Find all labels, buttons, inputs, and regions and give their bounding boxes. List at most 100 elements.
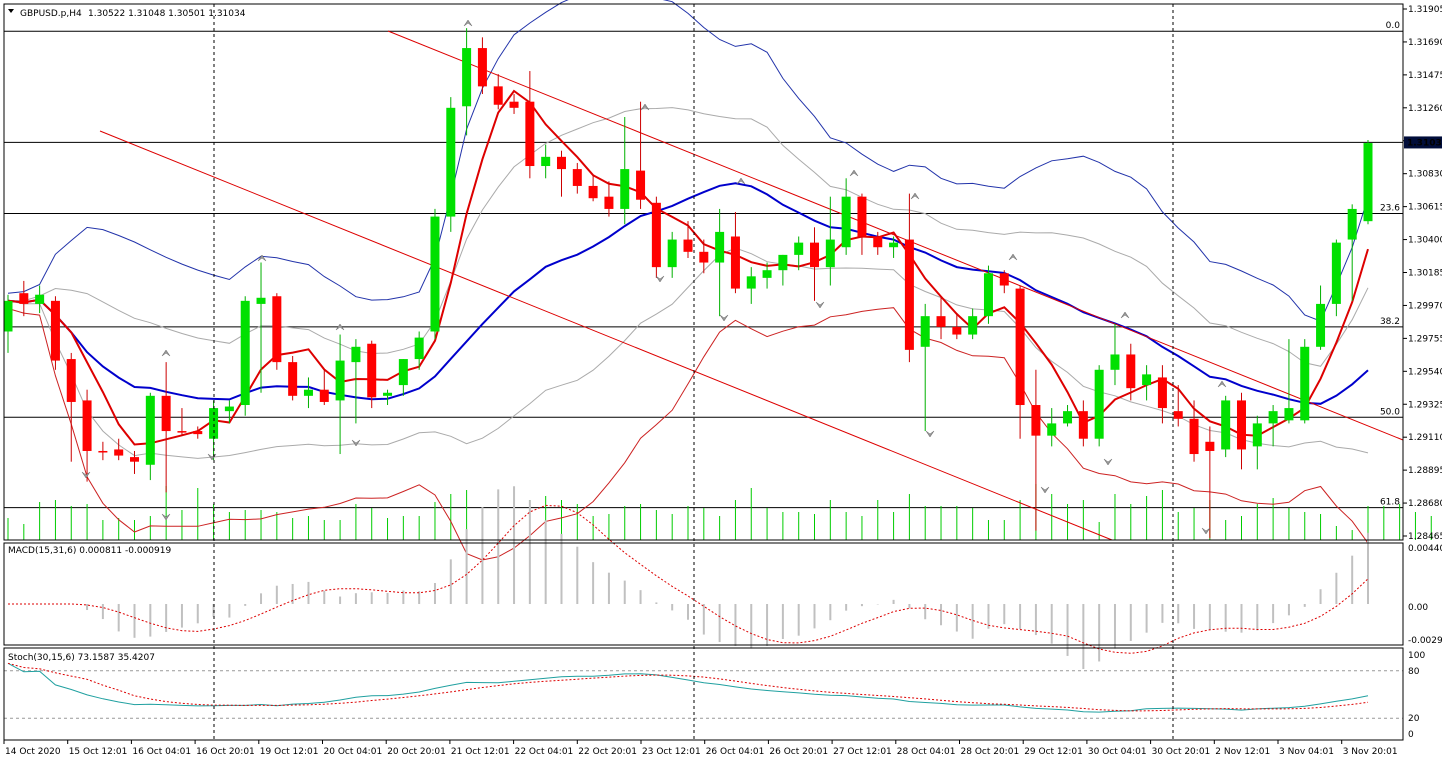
price-tick-label: 1.29970 [1408, 301, 1442, 311]
fractal-up-icon [1008, 253, 1018, 261]
candle-body [604, 196, 614, 209]
fib-level-label: 61.8 [1380, 498, 1400, 508]
time-tick-label: 29 Oct 12:01 [1024, 747, 1083, 757]
candle-body [620, 169, 630, 209]
time-tick-label: 19 Oct 12:01 [260, 747, 319, 757]
candle-body [462, 48, 472, 107]
macd-tick-label: 0.00 [1408, 603, 1428, 613]
candle-body [367, 343, 377, 398]
candle-body [952, 326, 962, 335]
time-tick-label: 28 Oct 04:01 [897, 747, 956, 757]
fractal-up-icon [736, 177, 746, 185]
time-tick-label: 26 Oct 04:01 [706, 747, 765, 757]
candle-body [1110, 354, 1120, 370]
price-pane[interactable]: 0.0 23.6 38.2 50.0 61.8 [3, 0, 1432, 561]
candle-body [145, 395, 155, 465]
candle-body [1347, 208, 1357, 240]
fib-level-label: 0.0 [1386, 21, 1401, 31]
current-price-label: 1.31034 [1407, 138, 1442, 148]
bollinger-middle [7, 182, 1369, 405]
candle-body [161, 395, 171, 432]
candle-body [841, 196, 851, 248]
price-tick-label: 1.30615 [1408, 203, 1442, 213]
candle-body [193, 431, 203, 435]
price-tick-label: 1.28465 [1408, 532, 1442, 542]
candle-body [1094, 369, 1104, 439]
time-tick-label: 16 Oct 04:01 [132, 747, 191, 757]
candle-body [240, 300, 250, 406]
dropdown-triangle-icon [8, 9, 14, 13]
candle-body [904, 239, 914, 350]
stoch-tick-label: 100 [1408, 651, 1425, 661]
candle-body [1252, 423, 1262, 447]
price-tick-label: 1.31690 [1408, 38, 1442, 48]
candle-body [825, 239, 835, 268]
candle-body [699, 251, 709, 263]
candle-body [857, 196, 867, 237]
bollinger-inner-upper [8, 107, 1369, 367]
candle-body [1063, 411, 1073, 424]
fractal-down-icon [655, 275, 665, 283]
fractal-up-icon [463, 19, 473, 27]
trendline-lower [99, 130, 1113, 541]
candle-body [383, 392, 393, 396]
price-tick-label: 1.29325 [1408, 400, 1442, 410]
candle-body [3, 300, 13, 332]
candle-body [19, 293, 29, 304]
candle-body [351, 346, 361, 363]
bollinger-upper [7, 0, 1369, 322]
candle-body [1126, 354, 1136, 389]
candle-body [556, 156, 566, 170]
time-tick-label: 14 Oct 2020 [5, 747, 61, 757]
candle-body [398, 359, 408, 386]
fractal-up-icon [910, 192, 920, 200]
candle-body [1015, 288, 1025, 406]
candle-body [1142, 374, 1152, 386]
candle-body [1157, 377, 1167, 409]
pane-frame [3, 647, 1404, 741]
candle-body [588, 185, 598, 199]
candle-body [715, 231, 725, 263]
candle-body [999, 273, 1009, 286]
time-tick-label: 27 Oct 12:01 [833, 747, 892, 757]
candle-body [968, 316, 978, 335]
candle-body [1331, 242, 1341, 304]
price-tick-label: 1.30830 [1408, 170, 1442, 180]
candle-body [414, 337, 424, 360]
candle-body [288, 362, 298, 396]
stoch-main-line [7, 662, 1369, 713]
fractal-down-icon [161, 513, 171, 521]
fib-level-label: 38.2 [1380, 317, 1400, 327]
price-tick-label: 1.28680 [1408, 499, 1442, 509]
axes: 1.319051.316901.314751.312601.310451.308… [3, 3, 1442, 757]
candle-body [177, 431, 187, 433]
fractal-down-icon [1040, 486, 1050, 494]
fractal-up-icon [1120, 311, 1130, 319]
macd-tick-label: -0.00294 [1408, 636, 1442, 646]
macd-signal-line [8, 504, 1369, 654]
candle-body [66, 359, 76, 402]
current-price-box [1404, 136, 1442, 149]
candle-body [319, 389, 329, 402]
stoch-pane[interactable] [4, 662, 1403, 719]
candle-body [50, 300, 60, 361]
candle-body [983, 273, 993, 317]
time-tick-label: 20 Oct 20:01 [387, 747, 446, 757]
candle-body [82, 400, 92, 451]
fractal-down-icon [925, 430, 935, 438]
candle-body [114, 449, 124, 456]
stoch-signal-line [7, 662, 1369, 712]
ohlc-readout: 1.30522 1.31048 1.30501 1.31034 [88, 9, 246, 19]
candle-body [1300, 346, 1310, 421]
candle-body [1284, 408, 1294, 421]
price-tick-label: 1.30400 [1408, 236, 1442, 246]
symbol-label: GBPUSD.p,H4 [20, 9, 82, 19]
candle-body [256, 297, 266, 304]
candle-body [98, 450, 108, 453]
time-tick-label: 22 Oct 04:01 [515, 747, 574, 757]
price-tick-label: 1.29540 [1408, 367, 1442, 377]
candle-body [889, 242, 899, 248]
time-tick-label: 2 Nov 12:01 [1215, 747, 1270, 757]
macd-pane[interactable] [8, 486, 1369, 669]
